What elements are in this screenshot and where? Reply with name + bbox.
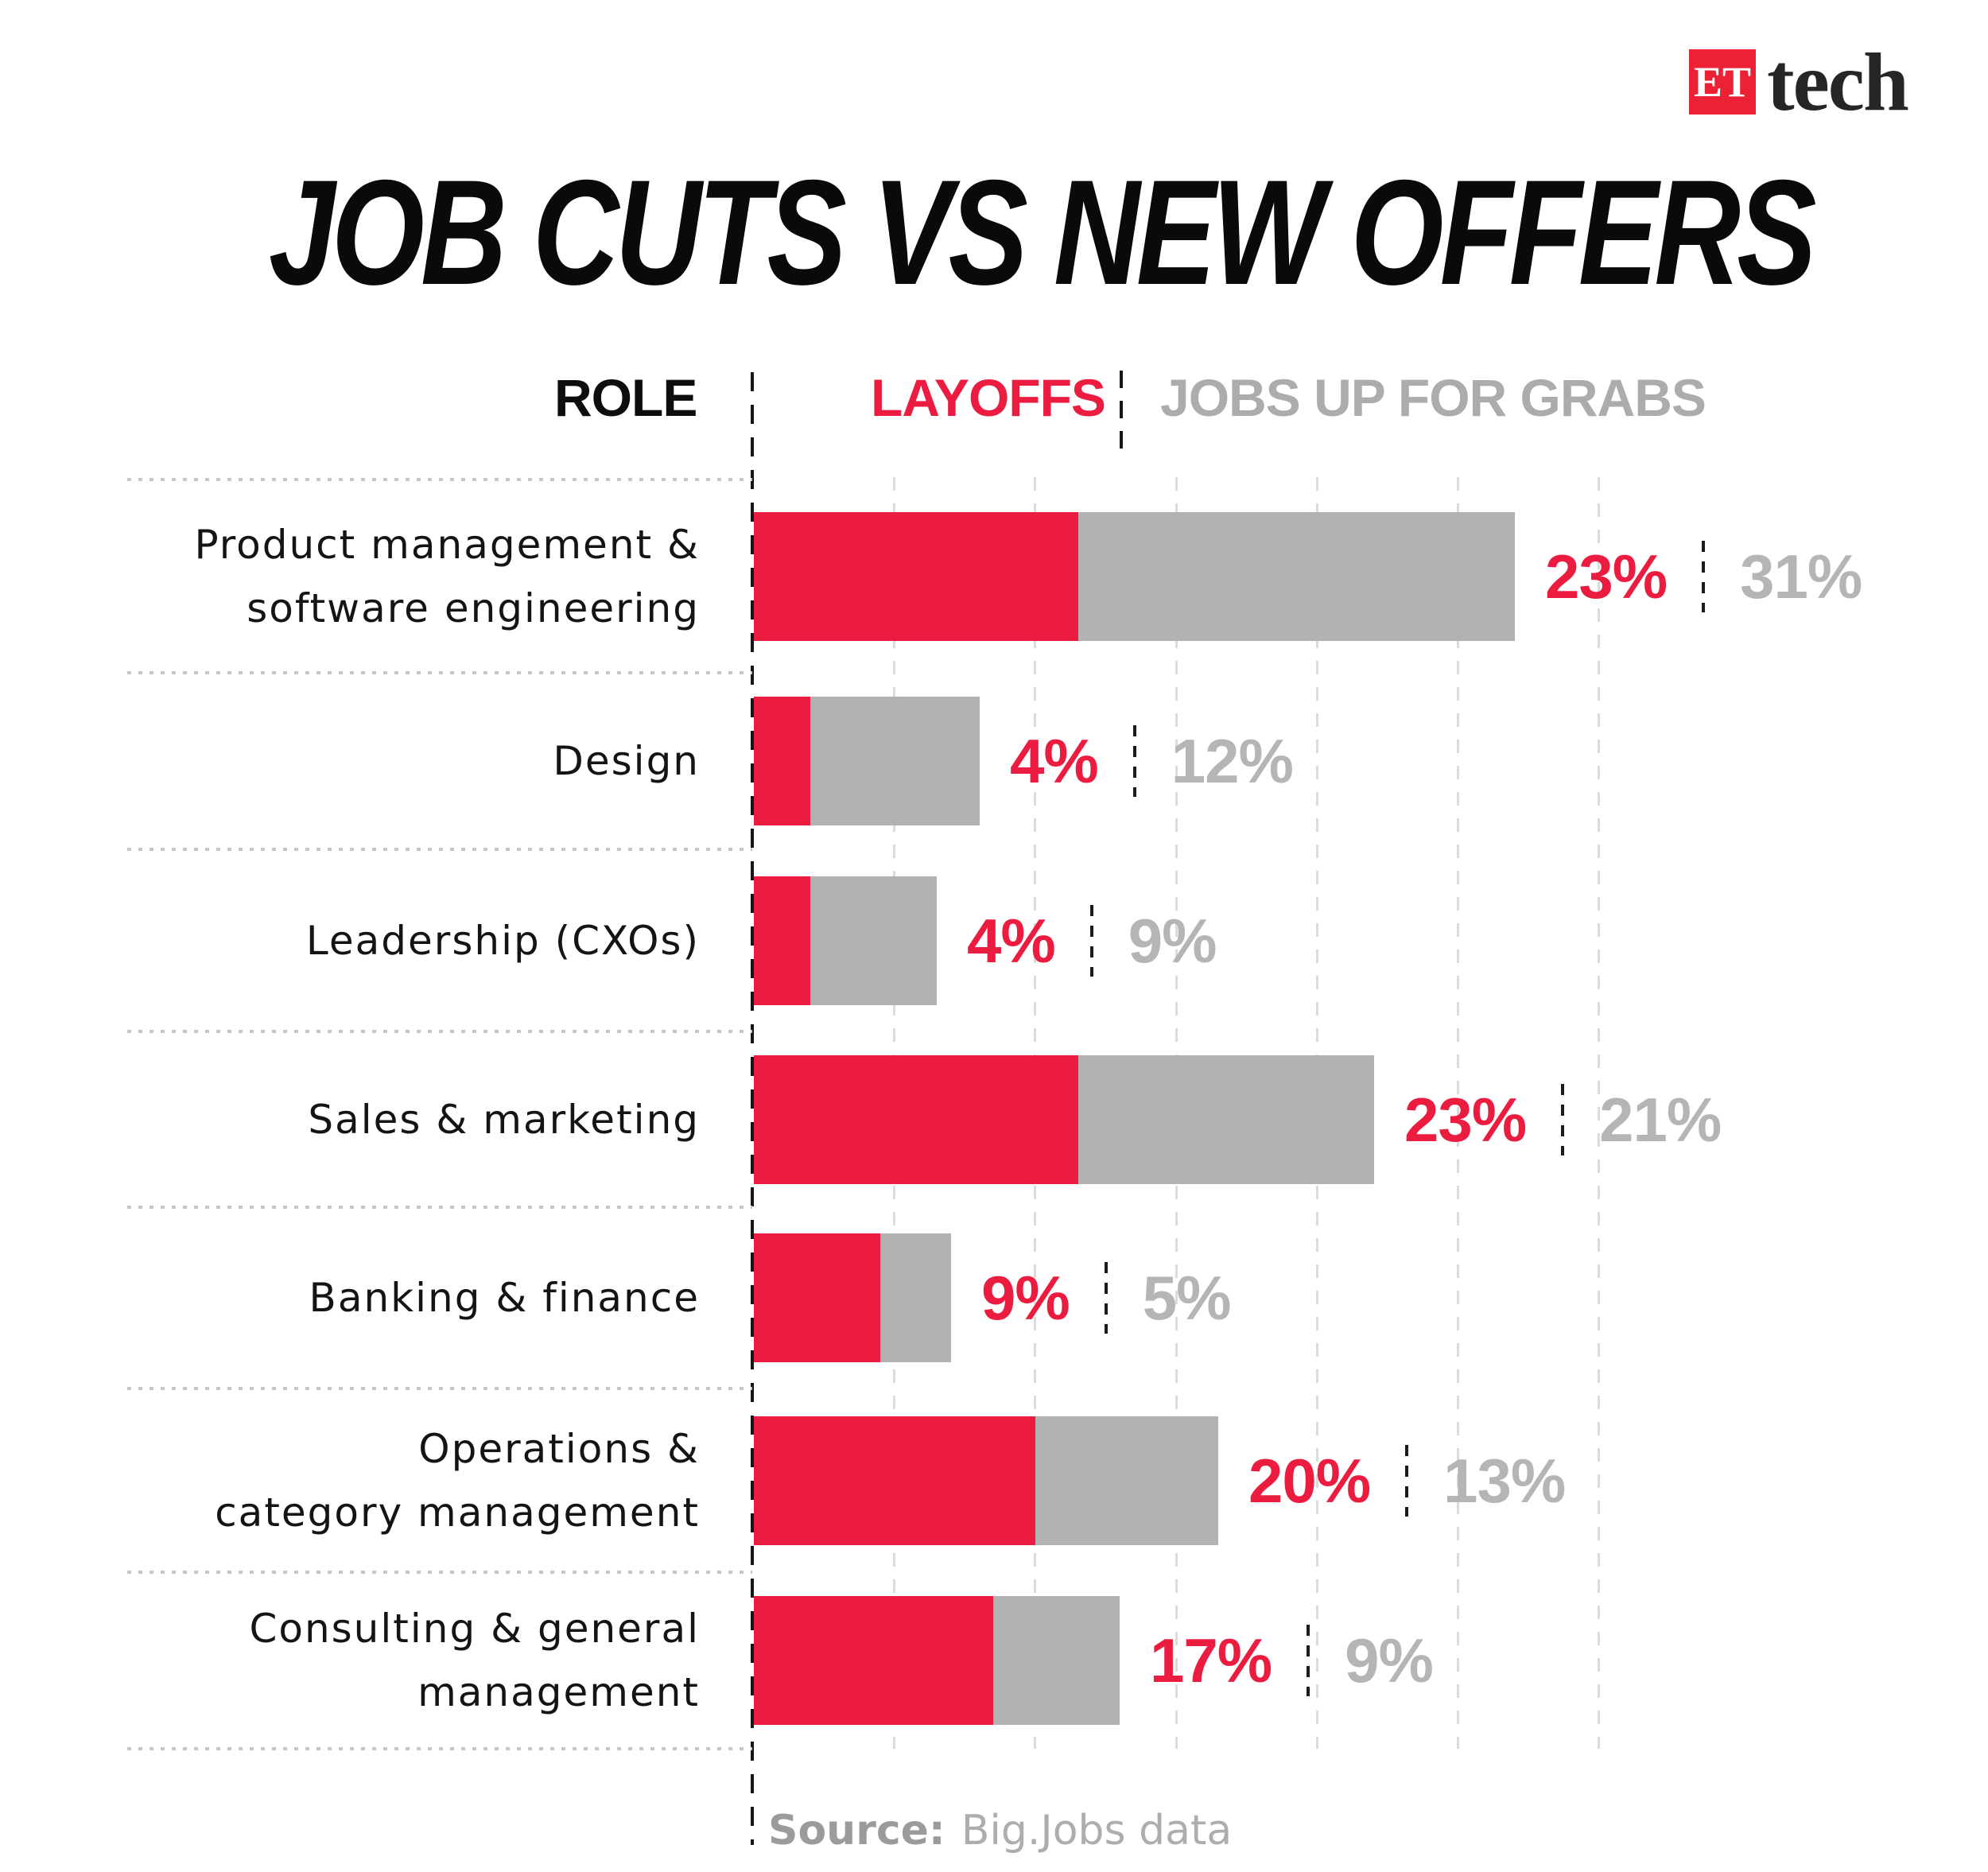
tech-logo-text: tech bbox=[1767, 37, 1909, 128]
layoffs-bar-segment bbox=[754, 697, 810, 825]
bar-group: 23% 31% bbox=[754, 511, 1862, 641]
value-separator-dashed-line bbox=[1089, 904, 1093, 977]
row-separator-dotted-line bbox=[127, 671, 752, 674]
layoffs-bar-segment bbox=[754, 1054, 1078, 1184]
role-label: Leadership (CXOs) bbox=[305, 917, 700, 964]
layoffs-value-label: 17% bbox=[1150, 1625, 1272, 1695]
value-separator-dashed-line bbox=[1104, 1262, 1108, 1334]
jobs-value-label: 9% bbox=[1128, 905, 1217, 976]
value-separator-dashed-line bbox=[1561, 1083, 1565, 1155]
source-label: Source: bbox=[768, 1807, 945, 1855]
jobs-value-label: 5% bbox=[1142, 1263, 1232, 1333]
role-label: Design bbox=[553, 738, 700, 784]
jobs-bar-segment bbox=[993, 1596, 1120, 1725]
row-separator-dotted-line bbox=[127, 478, 752, 481]
jobs-bar-segment bbox=[880, 1233, 951, 1362]
jobs-value-label: 12% bbox=[1171, 726, 1294, 796]
chart-row: Design 4% 12% bbox=[0, 673, 1988, 849]
row-separator-dotted-line bbox=[127, 1571, 752, 1574]
row-separator-dotted-line bbox=[127, 1030, 752, 1033]
value-separator-dashed-line bbox=[1132, 725, 1136, 797]
column-header-role: ROLE bbox=[554, 368, 697, 427]
value-separator-dashed-line bbox=[1702, 540, 1706, 612]
axis-dashed-line bbox=[751, 372, 754, 1845]
layoffs-value-label: 4% bbox=[967, 905, 1056, 976]
jobs-bar-segment bbox=[1035, 1416, 1218, 1545]
bar-group: 4% 9% bbox=[754, 876, 1217, 1005]
row-separator-dotted-line bbox=[127, 848, 752, 851]
role-label: Product management & software engineerin… bbox=[194, 521, 700, 631]
layoffs-bar-segment bbox=[754, 511, 1078, 641]
chart-row: Sales & marketing 23% 21% bbox=[0, 1031, 1988, 1207]
value-separator-dashed-line bbox=[1307, 1625, 1310, 1696]
chart-row: Consulting & general management 17% 9% bbox=[0, 1572, 1988, 1749]
role-label: Operations & category management bbox=[215, 1425, 700, 1536]
row-separator-dotted-line bbox=[127, 1747, 752, 1750]
row-separator-dotted-line bbox=[127, 1387, 752, 1390]
layoffs-value-label: 4% bbox=[1010, 726, 1099, 796]
layoffs-bar-segment bbox=[754, 1233, 880, 1362]
layoffs-bar-segment bbox=[754, 1596, 993, 1725]
gridline bbox=[1598, 477, 1600, 1749]
bar-group: 20% 13% bbox=[754, 1416, 1566, 1545]
jobs-bar-segment bbox=[810, 697, 980, 825]
layoffs-bar-segment bbox=[754, 876, 810, 1005]
bar-group: 17% 9% bbox=[754, 1596, 1434, 1725]
jobs-value-label: 13% bbox=[1443, 1445, 1566, 1516]
page-title: JOB CUTS VS NEW OFFERS bbox=[269, 149, 1817, 316]
row-separator-dotted-line bbox=[127, 1206, 752, 1209]
gridline bbox=[1457, 477, 1459, 1749]
layoffs-value-label: 23% bbox=[1545, 541, 1668, 612]
jobs-value-label: 21% bbox=[1599, 1084, 1722, 1155]
column-header-jobs-up-for-grabs: JOBS UP FOR GRABS bbox=[1160, 368, 1706, 427]
chart-row: Product management & software engineerin… bbox=[0, 480, 1988, 673]
source-line: Source: Big.Jobs data bbox=[768, 1807, 1232, 1855]
layoffs-bar-segment bbox=[754, 1416, 1035, 1545]
value-separator-dashed-line bbox=[1405, 1444, 1409, 1517]
role-label: Sales & marketing bbox=[308, 1096, 700, 1143]
header-separator-dashed-line bbox=[1120, 371, 1123, 456]
jobs-bar-segment bbox=[810, 876, 937, 1005]
chart-row: Leadership (CXOs) 4% 9% bbox=[0, 849, 1988, 1031]
column-header-layoffs: LAYOFFS bbox=[871, 368, 1106, 427]
bar-group: 23% 21% bbox=[754, 1054, 1722, 1184]
layoffs-value-label: 20% bbox=[1248, 1445, 1371, 1516]
role-label: Consulting & general management bbox=[249, 1606, 700, 1715]
layoffs-value-label: 9% bbox=[981, 1263, 1070, 1333]
bar-group: 4% 12% bbox=[754, 697, 1294, 825]
chart-row: Banking & finance 9% 5% bbox=[0, 1207, 1988, 1388]
layoffs-value-label: 23% bbox=[1404, 1084, 1527, 1155]
et-tech-logo: ET tech bbox=[1689, 37, 1909, 128]
jobs-value-label: 9% bbox=[1345, 1625, 1434, 1695]
role-label: Banking & finance bbox=[309, 1275, 700, 1321]
et-logo-text: ET bbox=[1693, 58, 1752, 106]
chart-row: Operations & category management 20% 13% bbox=[0, 1388, 1988, 1572]
jobs-bar-segment bbox=[1078, 1054, 1374, 1184]
jobs-value-label: 31% bbox=[1740, 541, 1862, 612]
jobs-bar-segment bbox=[1078, 511, 1515, 641]
source-value: Big.Jobs data bbox=[961, 1807, 1233, 1855]
et-logo-square: ET bbox=[1689, 49, 1756, 115]
bar-group: 9% 5% bbox=[754, 1233, 1232, 1362]
